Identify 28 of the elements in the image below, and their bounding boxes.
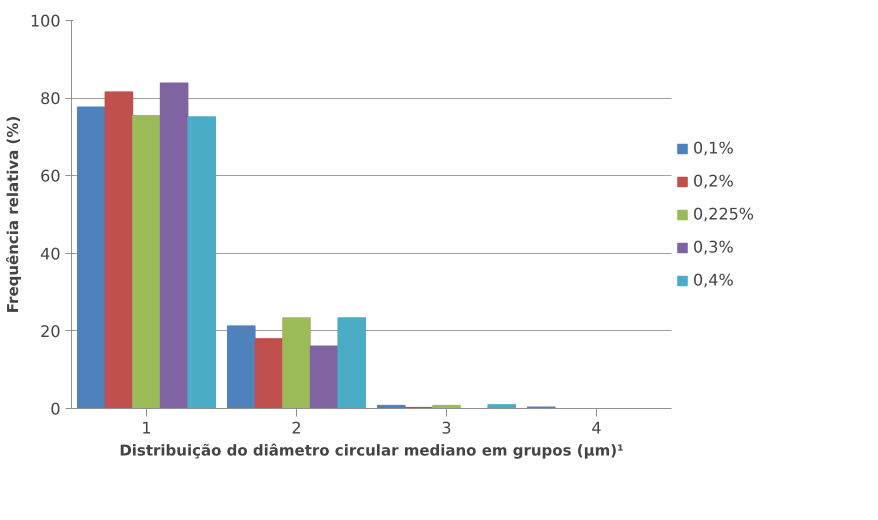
y-tick-label: 100 — [30, 12, 61, 30]
bar — [310, 346, 338, 408]
bar — [160, 82, 188, 408]
bar — [282, 317, 311, 408]
y-tick-label: 20 — [40, 322, 60, 341]
y-axis-title: Frequência relativa (%) — [4, 116, 22, 314]
bar — [132, 115, 161, 408]
y-tick-label: 40 — [40, 244, 60, 264]
y-tick-label: 80 — [40, 89, 60, 108]
x-axis-title: Distribuição do diâmetro circular mediano em grupos (µm)¹ — [119, 442, 624, 460]
bar — [487, 404, 516, 408]
legend-label: 0,3% — [693, 238, 734, 256]
x-tick-label: 2 — [291, 418, 302, 438]
y-tick-label: 0 — [50, 400, 61, 418]
bar — [254, 338, 284, 408]
legend-label: 0,225% — [693, 204, 754, 224]
bar — [227, 325, 256, 408]
x-tick-label: 1 — [141, 418, 152, 438]
y-tick-label: 60 — [40, 166, 60, 186]
legend-label: 0,4% — [693, 270, 734, 290]
legend-label: 0,1% — [693, 138, 734, 158]
bar — [337, 317, 366, 408]
bar — [104, 91, 134, 408]
x-tick-label: 3 — [441, 418, 452, 438]
bar — [187, 116, 216, 408]
legend-label: 0,2% — [693, 172, 734, 190]
bar — [77, 106, 106, 408]
x-tick-label: 4 — [591, 418, 602, 438]
